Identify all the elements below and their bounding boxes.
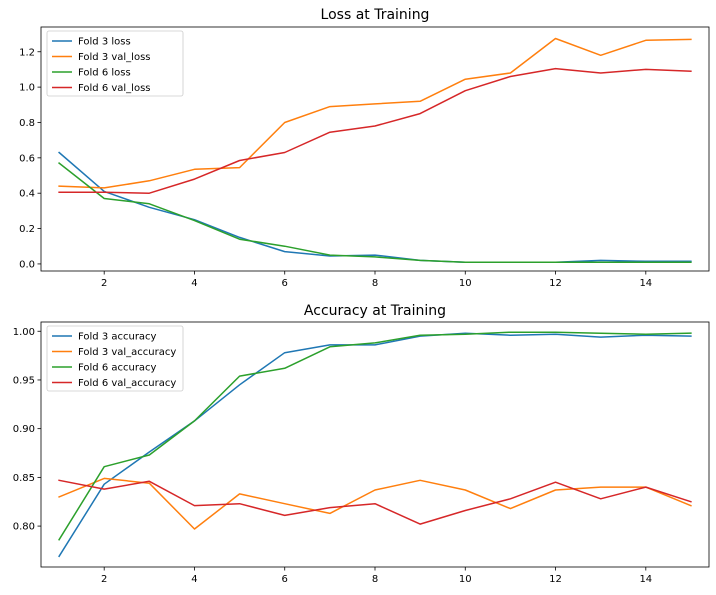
chart-1-x-tick-label: 2 xyxy=(101,278,107,289)
chart-1-y-tick-label: 1.2 xyxy=(19,47,35,58)
chart-2-x-tick-label: 8 xyxy=(372,574,378,585)
chart-2-series-line-3 xyxy=(58,331,692,541)
chart-2-y-tick-label: 0.90 xyxy=(13,424,35,435)
chart-1-y-tick-label: 0.2 xyxy=(19,224,35,235)
chart-2-x-tick-label: 2 xyxy=(101,574,107,585)
chart-1-x-tick-label: 6 xyxy=(282,278,288,289)
chart-2-legend-box xyxy=(46,325,184,392)
chart-2-series-line-1 xyxy=(58,332,692,558)
chart-2-x-tick-label: 4 xyxy=(191,574,197,585)
chart-1-y-tick-label: 0.0 xyxy=(19,259,35,270)
chart-1-legend-label-2: Fold 3 val_loss xyxy=(78,52,151,63)
chart-2-legend-label-3: Fold 6 accuracy xyxy=(78,363,157,374)
chart-1-y-tick-label: 1.0 xyxy=(19,83,35,94)
chart-1-x-tick-label: 8 xyxy=(372,278,378,289)
chart-1-legend-box xyxy=(46,30,184,97)
chart-1-title: Loss at Training xyxy=(321,7,430,23)
chart-2-legend: Fold 3 accuracy Fold 3 val_accuracy Fold 6… xyxy=(46,325,184,392)
chart-2-x-tick-label: 12 xyxy=(549,574,562,585)
chart-1-y-tick-label: 0.6 xyxy=(19,153,35,164)
chart-1-x-tick-label: 14 xyxy=(639,278,652,289)
chart-1-x-tick-label: 4 xyxy=(191,278,197,289)
chart-1-legend-label-1: Fold 3 loss xyxy=(78,37,131,48)
chart-1: Loss at Training 2 4 6 8 10 12 14 0.0 0.2 0.4 0.6 0.… xyxy=(19,7,710,289)
chart-2-x-tick-label: 6 xyxy=(282,574,288,585)
chart-1-series-line-1 xyxy=(58,151,692,263)
chart-2-y-tick-label: 0.95 xyxy=(13,375,35,386)
chart-2-x-tick-label: 10 xyxy=(459,574,472,585)
chart-1-legend: Fold 3 loss Fold 3 val_loss Fold 6 loss Fol… xyxy=(46,30,184,97)
chart-1-series-line-3 xyxy=(58,162,692,263)
chart-1-series-line-4 xyxy=(58,67,692,194)
chart-1-legend-label-3: Fold 6 loss xyxy=(78,68,131,79)
chart-1-legend-label-4: Fold 6 val_loss xyxy=(78,83,151,94)
chart-2-legend-label-4: Fold 6 val_accuracy xyxy=(78,378,176,389)
chart-2-legend-label-1: Fold 3 accuracy xyxy=(78,332,157,343)
chart-2-y-tick-label: 0.80 xyxy=(13,522,35,533)
chart-1-series-line-2 xyxy=(58,37,692,189)
chart-2-x-tick-label: 14 xyxy=(639,574,652,585)
chart-2-title: Accuracy at Training xyxy=(304,303,446,319)
chart-1-y-tick-label: 0.4 xyxy=(19,189,35,200)
chart-2-series-line-2 xyxy=(58,477,692,530)
chart-2-legend-label-2: Fold 3 val_accuracy xyxy=(78,347,176,358)
chart-1-x-tick-label: 12 xyxy=(549,278,562,289)
chart-2-y-tick-label: 0.85 xyxy=(13,473,35,484)
chart-1-y-tick-label: 0.8 xyxy=(19,118,35,129)
chart-1-x-tick-label: 10 xyxy=(459,278,472,289)
chart-2-series-line-4 xyxy=(58,479,692,525)
chart-2-y-tick-label: 1.00 xyxy=(13,327,35,338)
chart-2: Accuracy at Training 2 4 6 8 10 12 14 0.80 0.85 0.… xyxy=(13,303,710,585)
